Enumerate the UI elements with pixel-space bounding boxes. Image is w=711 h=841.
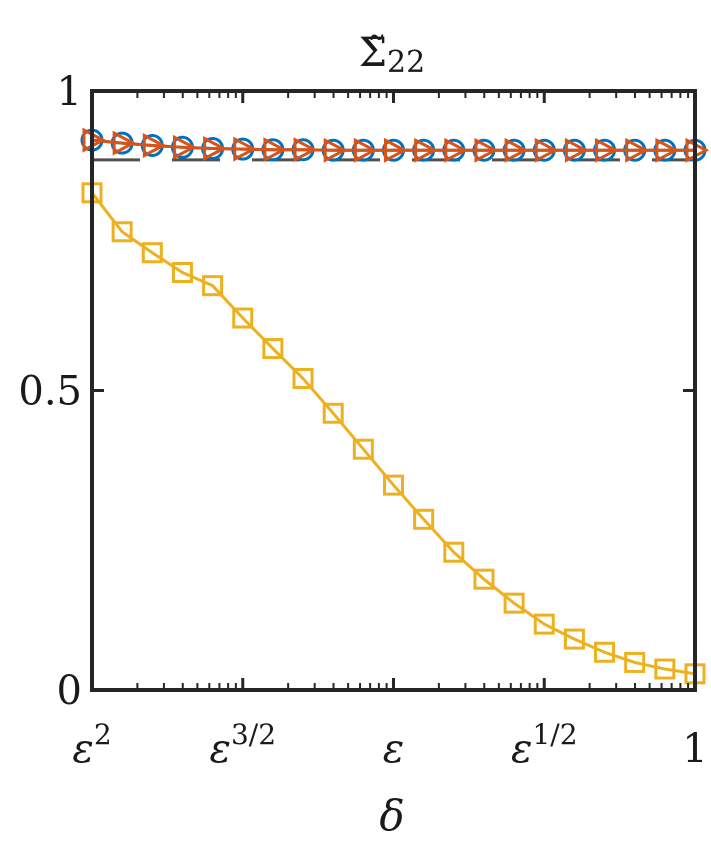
series-yellow-marker [383, 474, 404, 496]
y-tick-label: 0.5 [18, 369, 82, 415]
series-yellow-marker [594, 641, 616, 663]
y-tick-label: 1 [57, 69, 82, 115]
chart-title: Σ̃22 [359, 30, 425, 80]
x-axis-title: δ [379, 791, 404, 840]
x-tick-label: ε1/2 [511, 718, 578, 772]
x-tick-label: ε2 [72, 718, 111, 772]
series-yellow-marker [232, 307, 254, 329]
series-yellow-marker [503, 592, 525, 614]
series-yellow-marker [443, 541, 465, 563]
series-yellow-marker [202, 275, 224, 297]
series-yellow-marker [111, 221, 133, 243]
series-orange-marker [353, 137, 378, 163]
series-yellow-marker [171, 261, 193, 283]
series-yellow-marker [141, 242, 163, 264]
series-orange-marker [625, 137, 649, 163]
series-orange-marker [203, 136, 227, 161]
series-orange-marker [444, 137, 469, 163]
series-orange-marker [263, 137, 288, 163]
series-yellow-marker [292, 368, 314, 390]
series-orange-marker [293, 137, 318, 163]
x-tick-label: ε [383, 726, 404, 772]
series-orange-marker [172, 134, 197, 160]
series-orange-marker [534, 137, 559, 163]
series-yellow [81, 182, 706, 685]
series-yellow-marker [533, 613, 555, 635]
series-orange-marker [233, 136, 257, 162]
x-tick-label: ε3/2 [209, 718, 276, 772]
tick-labels: ε2 ε3/2 ε ε1/2 1 0 0.5 1 [18, 69, 707, 772]
series-orange-marker [504, 137, 529, 163]
series-yellow-marker [654, 658, 676, 680]
chart-title-subscript: 22 [387, 45, 425, 80]
series-orange-marker [564, 137, 589, 163]
series-orange-marker [414, 137, 438, 163]
series-orange-marker [655, 137, 680, 163]
series-yellow-marker [413, 508, 435, 530]
series-orange-marker [384, 137, 408, 163]
series-orange-marker [474, 137, 499, 163]
series-yellow-marker [352, 438, 374, 460]
y-tick-label: 0 [57, 668, 82, 714]
series-orange-marker [142, 133, 167, 158]
series-yellow-marker [473, 568, 495, 590]
series-yellow-marker [262, 338, 284, 360]
series-yellow-marker [624, 651, 646, 673]
chart-title-main: Σ̃ [359, 30, 387, 76]
series-orange-marker [595, 137, 619, 163]
plot-area [80, 127, 710, 685]
series-yellow-marker [322, 402, 344, 424]
series-yellow-marker [563, 628, 585, 650]
axes [90, 89, 697, 692]
series-orange-marker [112, 130, 137, 156]
x-tick-label: 1 [682, 726, 707, 772]
series-orange-marker [323, 137, 348, 163]
axes-box [90, 89, 697, 692]
